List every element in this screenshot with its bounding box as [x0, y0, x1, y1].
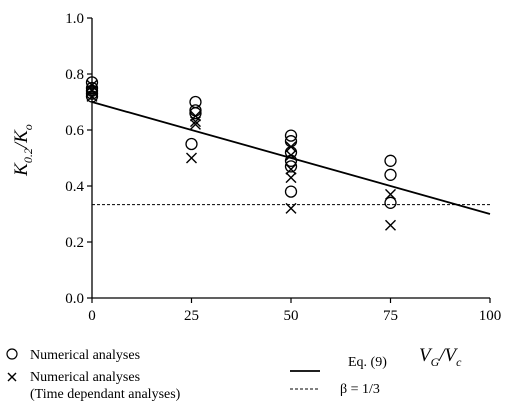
circle-data-point: [85, 81, 99, 95]
x-tick-label: 75: [383, 308, 398, 324]
x-axis-title: VG/Vc: [419, 345, 462, 369]
x-tick-label: 50: [284, 308, 299, 324]
legend-x-marker: [7, 372, 17, 382]
circle-data-point: [189, 107, 202, 120]
x-data-point: [189, 118, 201, 130]
axes: [87, 17, 491, 303]
x-axis-title-main: V: [419, 345, 433, 366]
y-axis-title-sep: /K: [11, 129, 32, 149]
legend: Numerical analyses Numerical analyses (T…: [6, 348, 387, 402]
x-data-point: [285, 172, 297, 184]
y-axis-title-main: K: [11, 162, 32, 177]
circle-data-point: [85, 87, 99, 100]
legend-label-numerical: Numerical analyses: [30, 348, 140, 363]
x-axis-title-sub2: c: [456, 355, 462, 369]
legend-label-time-dependant-1: Numerical analyses: [30, 370, 140, 385]
y-tick-label: 0.0: [65, 291, 84, 307]
y-tick-label: 0.6: [65, 123, 84, 139]
circle-data-point: [284, 129, 298, 142]
legend-label-eq9: Eq. (9): [348, 355, 387, 370]
x-data-point: [285, 163, 297, 175]
y-tick-label: 0.2: [65, 235, 84, 251]
x-data-point: [285, 202, 297, 214]
x-data-point: [86, 85, 98, 97]
tick-labels: 0.0 0.2 0.4 0.6 0.8 1.0 0 25 50 75 100: [65, 11, 501, 324]
circle-data-point: [284, 160, 298, 173]
x-data-point: [186, 152, 197, 164]
x-tick-label: 100: [479, 308, 502, 324]
x-data-point: [285, 149, 297, 161]
circle-data-point: [384, 196, 397, 209]
legend-label-time-dependant-2: (Time dependant analyses): [30, 387, 181, 402]
y-tick-label: 0.4: [65, 179, 84, 195]
legend-label-beta: β = 1/3: [340, 382, 380, 397]
circle-data-point: [384, 168, 397, 181]
circle-data-point: [185, 137, 198, 151]
x-data-point: [189, 116, 201, 128]
x-axis-title-sep: /V: [438, 345, 458, 366]
y-axis-title-sub2: o: [21, 124, 35, 130]
circle-data-point: [284, 185, 298, 198]
x-tick-label: 25: [184, 308, 199, 324]
y-tick-label: 0.8: [65, 67, 84, 83]
y-axis-title-sub: 0.2: [21, 148, 35, 163]
y-axis-title: K0.2/Ko: [11, 124, 35, 177]
x-data-point: [189, 110, 201, 122]
x-data-point: [86, 79, 98, 91]
plot-series: [85, 76, 491, 231]
circle-data-point: [384, 154, 397, 167]
x-data-point: [86, 90, 98, 102]
circle-data-point: [189, 104, 202, 117]
x-data-point: [385, 188, 396, 200]
x-data-point: [385, 219, 396, 231]
x-axis-title-sub: G: [431, 355, 440, 369]
legend-circle-marker: [6, 348, 18, 360]
x-tick-label: 0: [88, 308, 96, 324]
x-data-point: [285, 141, 297, 153]
y-tick-label: 1.0: [65, 11, 84, 27]
